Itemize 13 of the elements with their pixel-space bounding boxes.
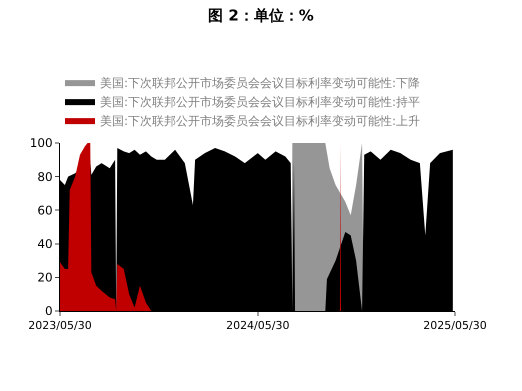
legend-label: 美国:下次联邦公开市场委员会会议目标利率变动可能性:持平 (100, 94, 420, 109)
legend-label: 美国:下次联邦公开市场委员会会议目标利率变动可能性:下降 (100, 76, 420, 90)
y-tick-label: 40 (37, 237, 53, 251)
x-tick-label: 2024/05/30 (226, 319, 290, 332)
y-tick-label: 60 (37, 203, 53, 218)
chart-title: 图 2：单位：% (208, 6, 314, 24)
legend-label: 美国:下次联邦公开市场委员会会议目标利率变动可能性:上升 (100, 114, 420, 128)
y-tick-label: 0 (44, 304, 53, 318)
y-tick-label: 100 (30, 136, 53, 150)
x-tick-label: 2023/05/30 (28, 319, 92, 332)
y-tick-label: 20 (37, 270, 53, 285)
x-tick-label: 2025/05/30 (423, 319, 487, 332)
y-tick-label: 80 (37, 170, 53, 184)
